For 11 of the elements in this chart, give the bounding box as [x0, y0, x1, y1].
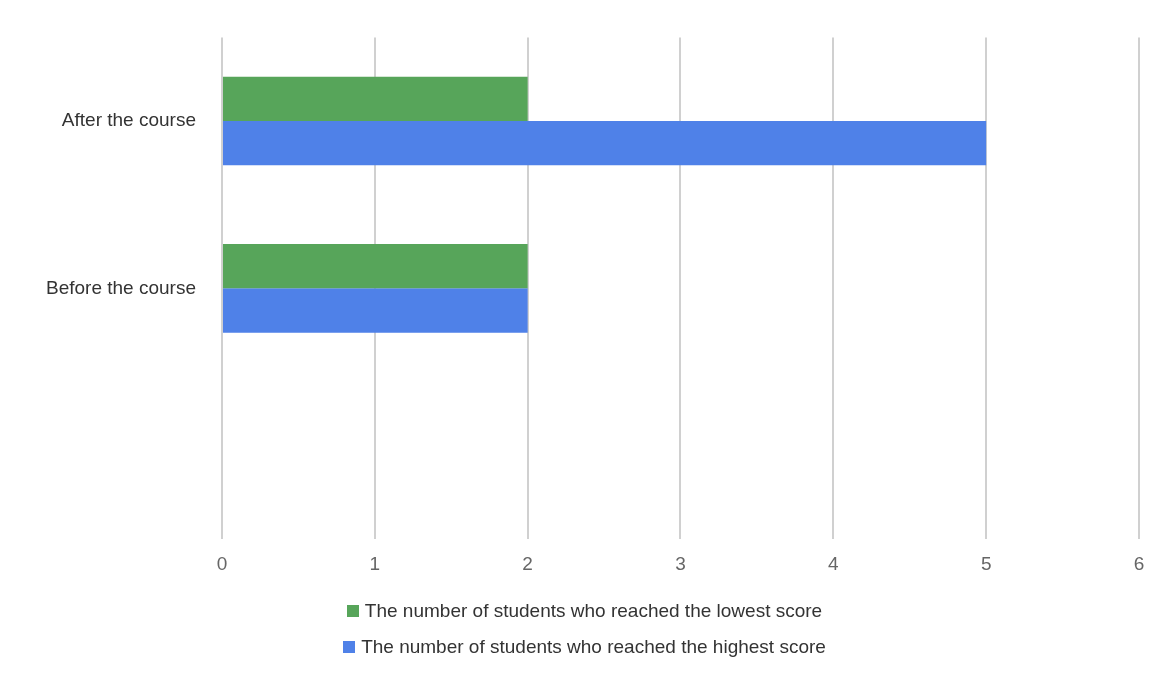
x-tick-label: 1	[369, 552, 381, 574]
x-tick-label: 5	[980, 552, 992, 574]
y-tick-label: Before the course	[45, 276, 196, 298]
x-tick-label: 4	[828, 552, 840, 574]
legend-label: The number of students who reached the highest score	[361, 636, 826, 658]
x-tick-label: 3	[675, 552, 686, 574]
x-tick-label: 2	[522, 552, 533, 574]
x-tick-label: 6	[1133, 552, 1145, 574]
legend-label: The number of students who reached the lowest score	[364, 600, 823, 622]
y-tick-label: After the course	[61, 109, 196, 131]
x-tick-label: 0	[216, 552, 228, 574]
